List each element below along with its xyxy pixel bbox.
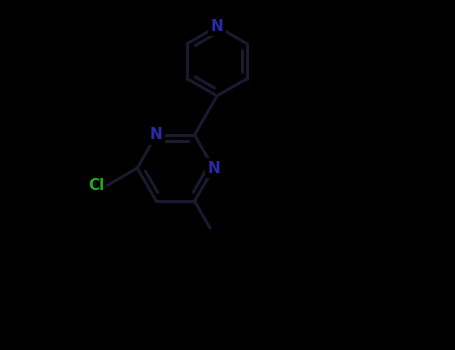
Text: N: N — [150, 127, 163, 142]
Text: N: N — [207, 161, 220, 176]
Text: Cl: Cl — [88, 178, 104, 193]
Text: N: N — [211, 19, 223, 34]
